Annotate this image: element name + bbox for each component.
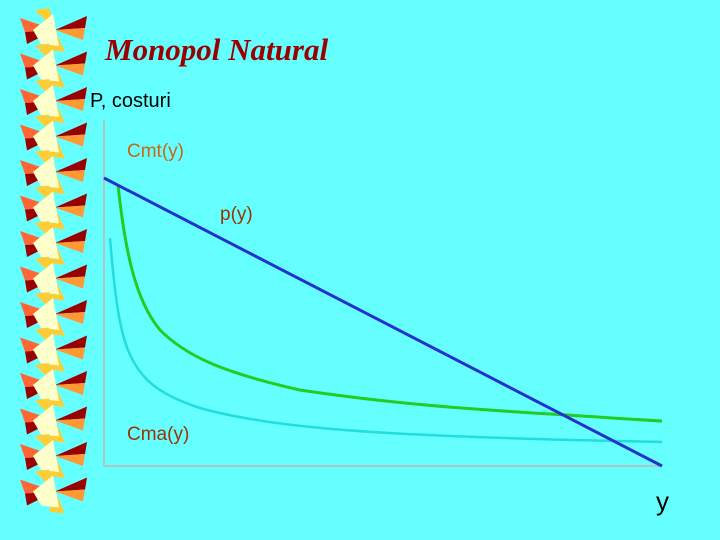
decor-wedge <box>55 241 85 253</box>
decor-wedge <box>55 51 87 66</box>
decor-wedge <box>33 298 59 330</box>
decor-wedge <box>55 16 87 30</box>
decor-wedge <box>55 442 87 456</box>
decor-wedge <box>55 300 87 314</box>
decor-wedge <box>33 369 59 401</box>
decor-wedge <box>55 170 85 182</box>
decor-wedge <box>33 333 59 366</box>
demand-line <box>103 176 663 468</box>
decor-wedge <box>33 156 59 188</box>
decor-wedge <box>33 14 59 46</box>
cma-curve <box>108 237 663 444</box>
decor-wedge <box>55 418 85 431</box>
decor-wedge <box>55 205 85 218</box>
decor-wedge <box>55 87 87 101</box>
decor-wedge <box>55 347 85 360</box>
curve-label: Cmt(y) <box>127 141 184 162</box>
decor-wedge <box>55 28 85 40</box>
decor-wedge <box>33 262 59 295</box>
decor-wedge <box>55 193 87 208</box>
decor-wedge <box>33 49 59 82</box>
decor-wedge <box>33 120 59 153</box>
y-axis-label: P, costuri <box>90 90 171 112</box>
decor-wedge <box>55 406 87 421</box>
decor-wedge <box>55 335 87 350</box>
curve-label: p(y) <box>220 204 253 225</box>
curve-label: Cma(y) <box>127 424 189 445</box>
decor-wedge <box>33 191 59 224</box>
decor-wedge <box>55 276 85 289</box>
x-axis-label: y <box>656 486 669 516</box>
slide-title: Monopol Natural <box>104 32 328 67</box>
decor-wedge <box>55 122 87 137</box>
decor-wedge <box>55 158 87 172</box>
decor-wedge <box>33 475 59 508</box>
decor-wedge <box>33 404 59 437</box>
decor-wedge <box>55 454 85 466</box>
cmt-curve <box>116 184 663 423</box>
decor-wedge <box>55 312 85 324</box>
decor-wedge <box>33 227 59 259</box>
decorative-border <box>20 8 87 514</box>
decor-wedge <box>55 383 85 395</box>
decor-wedge <box>55 477 87 492</box>
decor-wedge <box>33 440 59 472</box>
decor-wedge <box>55 63 85 76</box>
decor-wedge <box>55 264 87 279</box>
decor-wedge <box>55 99 85 111</box>
decor-wedge <box>33 85 59 117</box>
decor-wedge <box>55 134 85 147</box>
decor-wedge <box>55 489 85 502</box>
decor-wedge <box>55 229 87 243</box>
decor-wedge <box>55 371 87 385</box>
